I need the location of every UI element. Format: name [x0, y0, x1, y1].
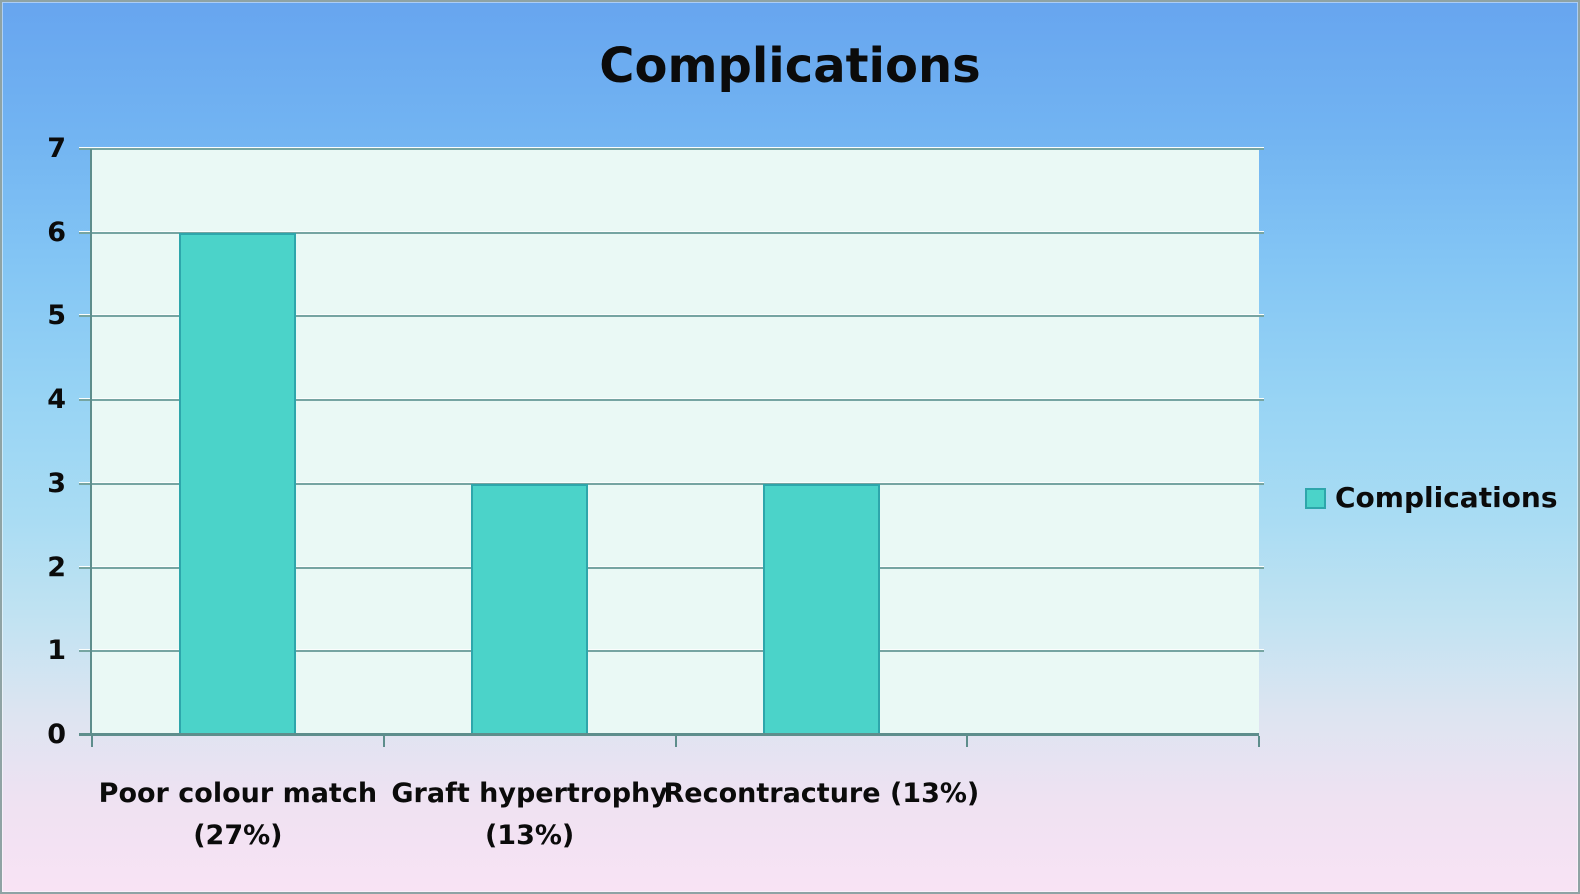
- x-axis-label-line: Recontracture (13%): [663, 778, 980, 809]
- gridline: [79, 565, 1264, 569]
- y-axis-tick-label: 1: [47, 635, 66, 667]
- x-axis-label-line: Poor colour match: [98, 778, 378, 809]
- y-axis-tick-label: 4: [47, 384, 66, 416]
- bar-1: [179, 232, 297, 735]
- y-axis-tick-label: 0: [47, 719, 66, 750]
- x-axis-label-line: Graft hypertrophy: [391, 778, 668, 809]
- x-axis-tick-mark: [1258, 736, 1260, 747]
- y-axis-tick-label: 5: [47, 300, 66, 332]
- gridline: [79, 481, 1264, 485]
- legend-swatch: [1305, 487, 1326, 509]
- x-axis-line: [79, 733, 1259, 736]
- x-axis-label: Recontracture (13%): [651, 773, 991, 815]
- gridline: [79, 398, 1264, 402]
- gridline: [79, 230, 1264, 234]
- x-axis-label: Poor colour match (27%): [68, 773, 408, 857]
- y-axis-tick-label: 7: [47, 133, 66, 164]
- y-axis-line: [90, 149, 92, 735]
- y-axis-tick-label: 6: [47, 216, 66, 248]
- gridline: [79, 314, 1264, 318]
- x-axis-tick-mark: [674, 736, 677, 747]
- y-axis-tick-label: 2: [47, 551, 66, 583]
- bar-2: [471, 483, 589, 735]
- gridline: [79, 147, 1264, 150]
- y-axis-tick-label: 3: [47, 467, 66, 499]
- x-axis-tick-mark: [382, 736, 385, 747]
- x-axis-tick-mark: [91, 736, 93, 747]
- chart-title: Complications: [599, 38, 981, 94]
- legend-label: Complications: [1335, 481, 1558, 514]
- x-axis-label-line: (27%): [193, 820, 283, 851]
- bar-3: [762, 483, 880, 735]
- x-axis-label: Graft hypertrophy (13%): [360, 773, 700, 857]
- x-axis-label-line: (13%): [484, 820, 575, 851]
- legend: Complications: [1305, 481, 1558, 515]
- gridline: [79, 649, 1264, 653]
- x-axis-tick-mark: [966, 736, 969, 747]
